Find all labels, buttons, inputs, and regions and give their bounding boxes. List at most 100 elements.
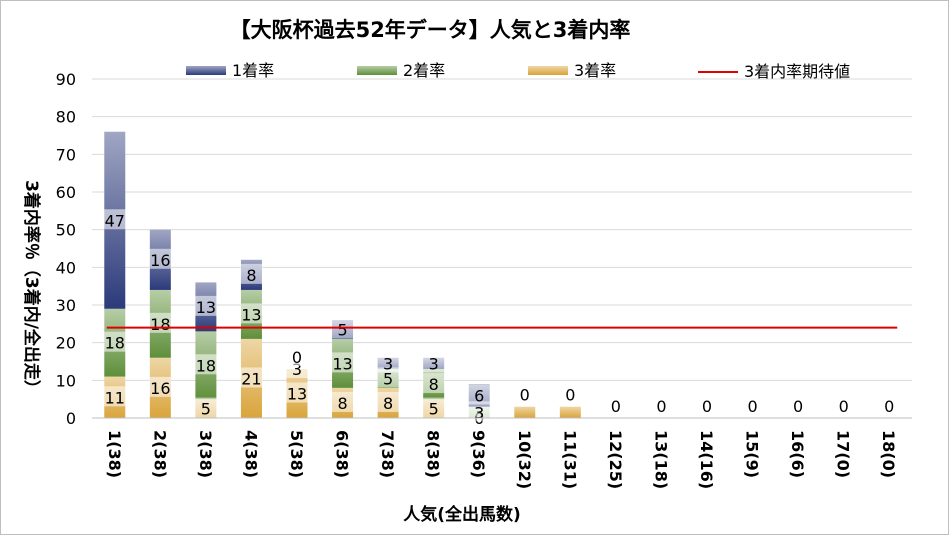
data-label: 0 [793,397,803,416]
data-label-bg [878,395,901,415]
data-label: 11 [105,388,125,407]
data-label: 0 [565,386,575,405]
y-tick-label: 20 [56,334,76,353]
y-tick-label: 50 [56,221,76,240]
legend-label: 3着率 [574,61,616,80]
x-tick-label: 1(38) [105,430,124,478]
data-label-bg [103,209,126,230]
data-label-bg [513,383,536,404]
y-tick-label: 90 [56,70,76,89]
bar-segment [559,406,581,418]
x-tick-label: 12(25) [606,430,625,489]
data-label-bg [331,391,354,412]
x-tick-label: 4(38) [241,430,260,478]
data-label: 0 [747,397,757,416]
y-tick-label: 70 [56,145,76,164]
data-label-bg [103,331,126,352]
data-label-bg [377,352,400,373]
data-label: 18 [105,334,125,353]
x-tick-label: 18(0) [879,430,898,478]
data-label: 5 [337,320,347,339]
x-tick-label: 8(38) [424,430,443,478]
data-label-bg [422,352,445,373]
data-label: 8 [337,394,347,413]
data-label-bg [787,395,810,415]
data-label-bg [604,395,627,415]
x-tick-label: 15(9) [743,430,762,478]
data-label-bg [422,397,445,418]
y-tick-label: 80 [56,108,76,127]
data-label: 0 [520,386,530,405]
legend-swatch [186,66,226,75]
y-tick-label: 30 [56,296,76,315]
data-label: 3 [292,360,302,379]
data-label: 8 [383,394,393,413]
data-label: 3 [474,403,484,422]
data-label: 0 [611,397,621,416]
data-label: 18 [196,356,216,375]
x-tick-label: 5(38) [287,430,306,478]
legend-label: 1着率 [232,61,274,80]
data-label-bg [422,373,445,394]
data-label: 5 [201,400,211,419]
data-label: 0 [702,397,712,416]
x-tick-label: 7(38) [378,430,397,478]
legend-swatch [357,66,397,75]
data-label-bg [194,397,217,418]
data-label-bg [240,367,263,388]
data-label-bg [194,295,217,316]
data-label-bg [559,383,582,404]
data-label: 0 [656,397,666,416]
data-label: 13 [241,305,261,324]
legend-label: 2着率 [403,61,445,80]
data-label-bg [286,346,308,367]
data-label: 18 [150,315,170,334]
data-label: 21 [241,369,261,388]
data-label: 8 [246,266,256,285]
data-label: 8 [429,375,439,394]
data-label: 16 [150,251,170,270]
legend-swatch [528,66,568,75]
x-tick-label: 13(18) [651,430,670,489]
data-label-bg [194,354,217,375]
data-label-bg [240,303,263,324]
x-tick-label: 11(31) [560,430,579,489]
data-label: 6 [474,386,484,405]
x-tick-label: 10(32) [515,430,534,489]
data-label-bg [832,395,855,415]
data-label-bg [103,386,126,407]
data-label-bg [377,391,400,412]
y-tick-label: 10 [56,371,76,390]
y-tick-label: 40 [56,258,76,277]
y-axis-title: 3着内率％（3着内/全出走） [21,180,42,397]
x-tick-label: 2(38) [150,430,169,478]
y-tick-label: 0 [66,409,76,428]
data-label: 13 [196,298,216,317]
data-label-bg [240,263,263,284]
data-label: 13 [332,354,352,373]
data-label: 16 [150,379,170,398]
data-label: 13 [287,385,307,404]
data-label: 0 [839,397,849,416]
x-tick-label: 3(38) [196,430,215,478]
data-label-bg [377,367,400,388]
data-label: 3 [429,354,439,373]
legend-label: 3着内率期待値 [744,62,850,81]
data-label-bg [331,352,354,373]
data-label-bg [468,401,491,422]
data-label-bg [149,248,172,269]
data-label: 5 [429,400,439,419]
data-label: 47 [105,211,125,230]
x-tick-label: 9(36) [469,430,488,478]
data-label-bg [149,376,172,397]
data-label-bg [286,382,308,403]
x-axis-title: 人気(全出馬数) [403,504,521,525]
data-label: 5 [383,369,393,388]
x-tick-label: 6(38) [333,430,352,478]
data-label: 0 [292,348,302,367]
x-tick-label: 16(6) [788,430,807,478]
data-label: 0 [884,397,894,416]
data-label-bg [741,395,764,415]
data-label-bg [696,395,718,415]
chart-title: 【大阪杯過去52年データ】人気と3着内率 [229,18,631,42]
